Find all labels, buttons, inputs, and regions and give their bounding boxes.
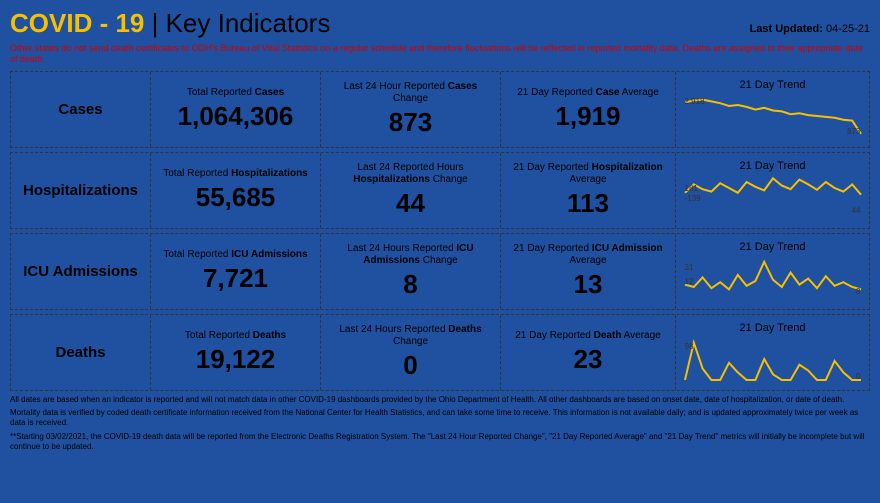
cell-value: 1,919: [555, 101, 620, 132]
last-updated-label: Last Updated:: [750, 23, 823, 35]
cell-trend: 21 Day Trend 98 0: [676, 315, 869, 390]
last-updated-value: 04-25-21: [823, 23, 870, 35]
sparkline-chart: 2,918 873: [683, 93, 863, 139]
chart-ylabel: 12: [685, 277, 694, 286]
last-updated: Last Updated: 04-25-21: [750, 23, 870, 35]
cell-value: 23: [574, 344, 603, 375]
cell-total: Total Reported Cases 1,064,306: [151, 72, 321, 147]
cell-change: Last 24 Hours Reported ICU Admissions Ch…: [321, 234, 501, 309]
title-sep: |: [144, 8, 165, 38]
cell-change: Last 24 Hour Reported Cases Change873: [321, 72, 501, 147]
cell-label: Total Reported ICU Admissions: [163, 249, 307, 261]
cell-label: Total Reported Cases: [187, 87, 284, 99]
footnotes: All dates are based when an indicator is…: [10, 395, 870, 453]
header: COVID - 19 | Key Indicators Last Updated…: [10, 8, 870, 39]
row-label: Cases: [11, 72, 151, 147]
row-label: Deaths: [11, 315, 151, 390]
indicator-row: ICU AdmissionsTotal Reported ICU Admissi…: [10, 233, 870, 310]
cell-value: 44: [396, 188, 425, 219]
cell-value: 19,122: [196, 344, 276, 375]
cell-value: 13: [574, 269, 603, 300]
cell-label: 21 Day Reported ICU Admission Average: [505, 243, 671, 267]
chart-ylabel: 0: [856, 372, 860, 381]
chart-ylabel: 31: [685, 263, 694, 272]
title-covid: COVID - 19: [10, 8, 144, 38]
cell-total: Total Reported Hospitalizations 55,685: [151, 153, 321, 228]
warning-text: Other states do not send death certifica…: [10, 43, 870, 65]
chart-ylabel: 8: [856, 287, 860, 296]
trend-label: 21 Day Trend: [739, 322, 805, 334]
row-label: ICU Admissions: [11, 234, 151, 309]
trend-label: 21 Day Trend: [739, 79, 805, 91]
cell-total: Total Reported ICU Admissions 7,721: [151, 234, 321, 309]
footnote: Mortality data is verified by coded deat…: [10, 408, 870, 429]
cell-label: Last 24 Hour Reported Cases Change: [325, 81, 496, 105]
chart-ylabel: 44: [852, 206, 861, 215]
sparkline-chart: 31 12 8: [683, 255, 863, 301]
cell-trend: 21 Day Trend 31 12 8: [676, 234, 869, 309]
chart-ylabel: 2,918: [685, 97, 705, 106]
cell-label: Last 24 Reported Hours Hospitalizations …: [325, 162, 496, 186]
chart-ylabel: 873: [847, 127, 860, 136]
chart-ylabel: -139: [685, 194, 701, 203]
chart-ylabel: 98: [685, 342, 694, 351]
cell-label: Last 24 Hours Reported Deaths Change: [325, 324, 496, 348]
cell-value: 1,064,306: [178, 101, 294, 132]
sparkline-chart: 98 0: [683, 336, 863, 382]
cell-trend: 21 Day Trend 2,918 873: [676, 72, 869, 147]
footnote: All dates are based when an indicator is…: [10, 395, 870, 405]
cell-label: Total Reported Deaths: [185, 330, 286, 342]
indicator-row: Cases Total Reported Cases 1,064,306 Last 2…: [10, 71, 870, 148]
cell-change: Last 24 Hours Reported Deaths Change0: [321, 315, 501, 390]
indicator-rows: Cases Total Reported Cases 1,064,306 Last 2…: [10, 71, 870, 391]
page-title: COVID - 19 | Key Indicators: [10, 8, 330, 39]
cell-avg: 21 Day Reported Hospitalization Average1…: [501, 153, 676, 228]
cell-avg: 21 Day Reported Case Average 1,919: [501, 72, 676, 147]
row-label: Hospitalizations: [11, 153, 151, 228]
cell-total: Total Reported Deaths 19,122: [151, 315, 321, 390]
cell-value: 873: [389, 107, 432, 138]
cell-label: Total Reported Hospitalizations: [163, 168, 308, 180]
cell-value: 7,721: [203, 263, 268, 294]
cell-label: 21 Day Reported Case Average: [517, 87, 659, 99]
footnote: **Starting 03/02/2021, the COVID-19 deat…: [10, 432, 870, 453]
cell-label: 21 Day Reported Death Average: [515, 330, 660, 342]
cell-avg: 21 Day Reported Death Average 23: [501, 315, 676, 390]
cell-label: Last 24 Hours Reported ICU Admissions Ch…: [325, 243, 496, 267]
cell-value: 113: [567, 188, 609, 219]
cell-avg: 21 Day Reported ICU Admission Average13: [501, 234, 676, 309]
cell-value: 8: [403, 269, 417, 300]
cell-label: 21 Day Reported Hospitalization Average: [505, 162, 671, 186]
cell-trend: 21 Day Trend 181-139 44: [676, 153, 869, 228]
chart-ylabel: 181: [685, 184, 698, 193]
cell-value: 0: [403, 350, 417, 381]
indicator-row: Deaths Total Reported Deaths 19,122 Last 24…: [10, 314, 870, 391]
title-key: Key Indicators: [166, 8, 331, 38]
cell-value: 55,685: [196, 182, 276, 213]
cell-change: Last 24 Reported Hours Hospitalizations …: [321, 153, 501, 228]
sparkline-chart: 181-139 44: [683, 174, 863, 220]
trend-label: 21 Day Trend: [739, 160, 805, 172]
indicator-row: HospitalizationsTotal Reported Hospitali…: [10, 152, 870, 229]
trend-label: 21 Day Trend: [739, 241, 805, 253]
